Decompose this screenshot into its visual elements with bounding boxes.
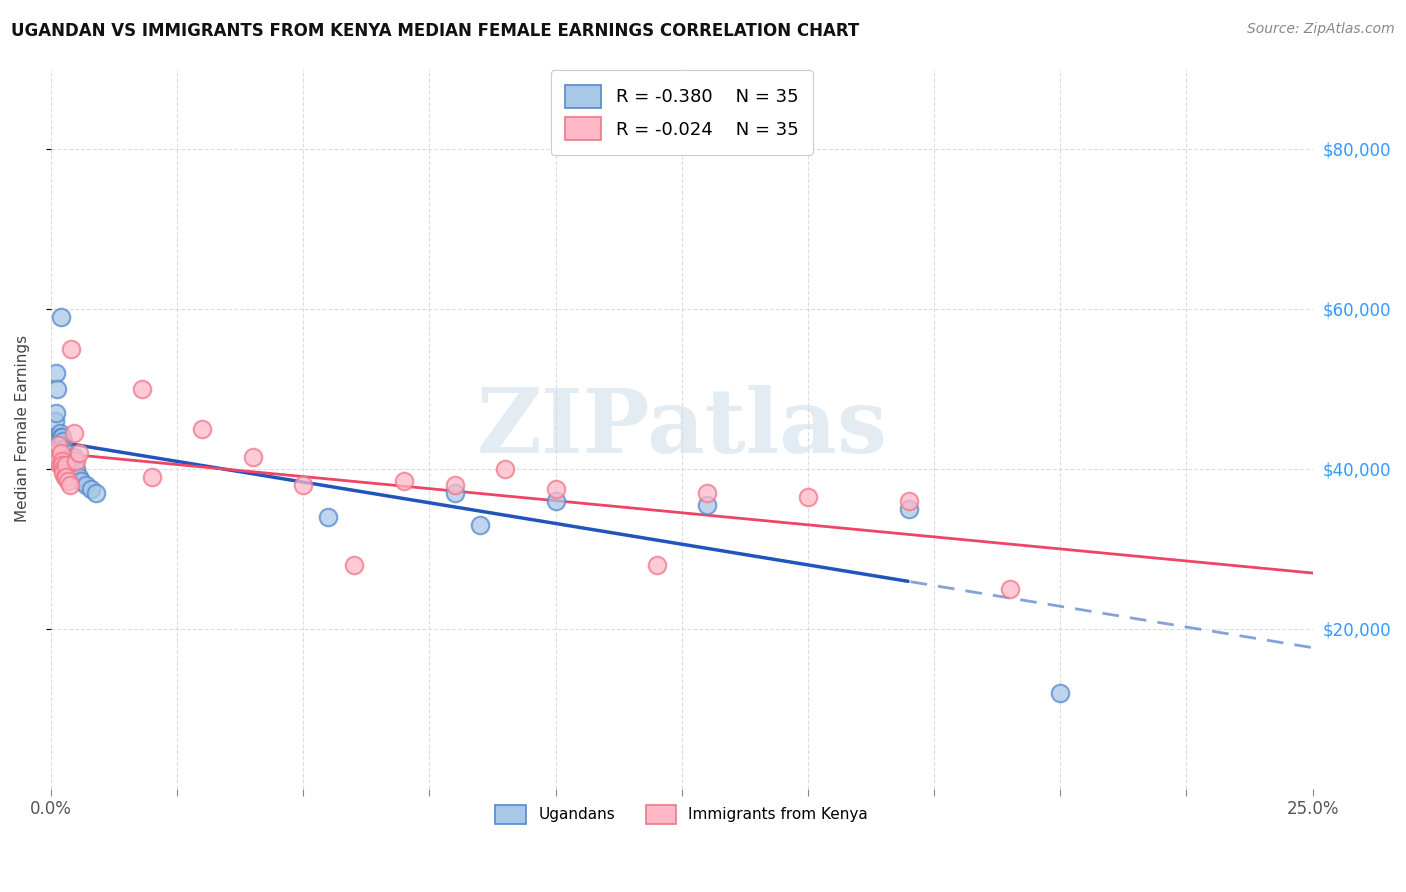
Point bbox=[52, 434, 75, 448]
Point bbox=[141, 469, 163, 483]
Y-axis label: Median Female Earnings: Median Female Earnings bbox=[15, 335, 30, 522]
Point bbox=[51, 458, 73, 472]
Point bbox=[191, 421, 214, 435]
Point bbox=[55, 445, 77, 459]
Point bbox=[49, 310, 72, 324]
Text: ZIPatlas: ZIPatlas bbox=[477, 385, 887, 472]
Point bbox=[645, 558, 668, 572]
Point bbox=[75, 477, 97, 491]
Point bbox=[48, 429, 70, 443]
Point bbox=[67, 445, 90, 459]
Point bbox=[392, 474, 415, 488]
Point bbox=[468, 517, 491, 532]
Point bbox=[58, 458, 80, 472]
Point bbox=[897, 493, 920, 508]
Point bbox=[65, 453, 87, 467]
Point bbox=[49, 445, 72, 459]
Point bbox=[49, 445, 72, 459]
Point bbox=[44, 453, 66, 467]
Point bbox=[67, 469, 90, 483]
Point bbox=[443, 485, 465, 500]
Point bbox=[45, 366, 67, 380]
Point bbox=[45, 382, 67, 396]
Point bbox=[49, 429, 72, 443]
Point bbox=[45, 450, 67, 464]
Point bbox=[55, 453, 77, 467]
Point bbox=[60, 466, 83, 480]
Point bbox=[52, 442, 75, 456]
Point bbox=[55, 469, 77, 483]
Point bbox=[49, 458, 72, 472]
Point bbox=[318, 509, 340, 524]
Point bbox=[59, 477, 82, 491]
Point bbox=[1049, 685, 1071, 699]
Point bbox=[80, 482, 103, 496]
Point bbox=[62, 425, 84, 440]
Point bbox=[343, 558, 366, 572]
Point bbox=[696, 498, 718, 512]
Point bbox=[53, 450, 76, 464]
Point bbox=[292, 477, 315, 491]
Point bbox=[998, 582, 1021, 596]
Point bbox=[51, 453, 73, 467]
Point bbox=[70, 474, 93, 488]
Point bbox=[51, 429, 73, 443]
Point bbox=[897, 501, 920, 516]
Point bbox=[84, 485, 107, 500]
Legend: Ugandans, Immigrants from Kenya: Ugandans, Immigrants from Kenya bbox=[485, 794, 879, 835]
Point bbox=[48, 453, 70, 467]
Point bbox=[52, 461, 75, 475]
Point bbox=[443, 477, 465, 491]
Point bbox=[48, 437, 70, 451]
Text: Source: ZipAtlas.com: Source: ZipAtlas.com bbox=[1247, 22, 1395, 37]
Text: UGANDAN VS IMMIGRANTS FROM KENYA MEDIAN FEMALE EARNINGS CORRELATION CHART: UGANDAN VS IMMIGRANTS FROM KENYA MEDIAN … bbox=[11, 22, 859, 40]
Point bbox=[797, 490, 820, 504]
Point bbox=[45, 445, 67, 459]
Point bbox=[242, 450, 264, 464]
Point bbox=[544, 493, 567, 508]
Point bbox=[60, 342, 83, 356]
Point bbox=[544, 482, 567, 496]
Point bbox=[58, 474, 80, 488]
Point bbox=[131, 382, 153, 396]
Point bbox=[52, 466, 75, 480]
Point bbox=[48, 437, 70, 451]
Point bbox=[65, 461, 87, 475]
Point bbox=[55, 458, 77, 472]
Point bbox=[62, 450, 84, 464]
Point bbox=[49, 425, 72, 440]
Point bbox=[44, 413, 66, 427]
Point bbox=[60, 453, 83, 467]
Point bbox=[51, 437, 73, 451]
Point bbox=[53, 469, 76, 483]
Point bbox=[49, 434, 72, 448]
Point bbox=[696, 485, 718, 500]
Point bbox=[494, 461, 516, 475]
Point bbox=[45, 405, 67, 419]
